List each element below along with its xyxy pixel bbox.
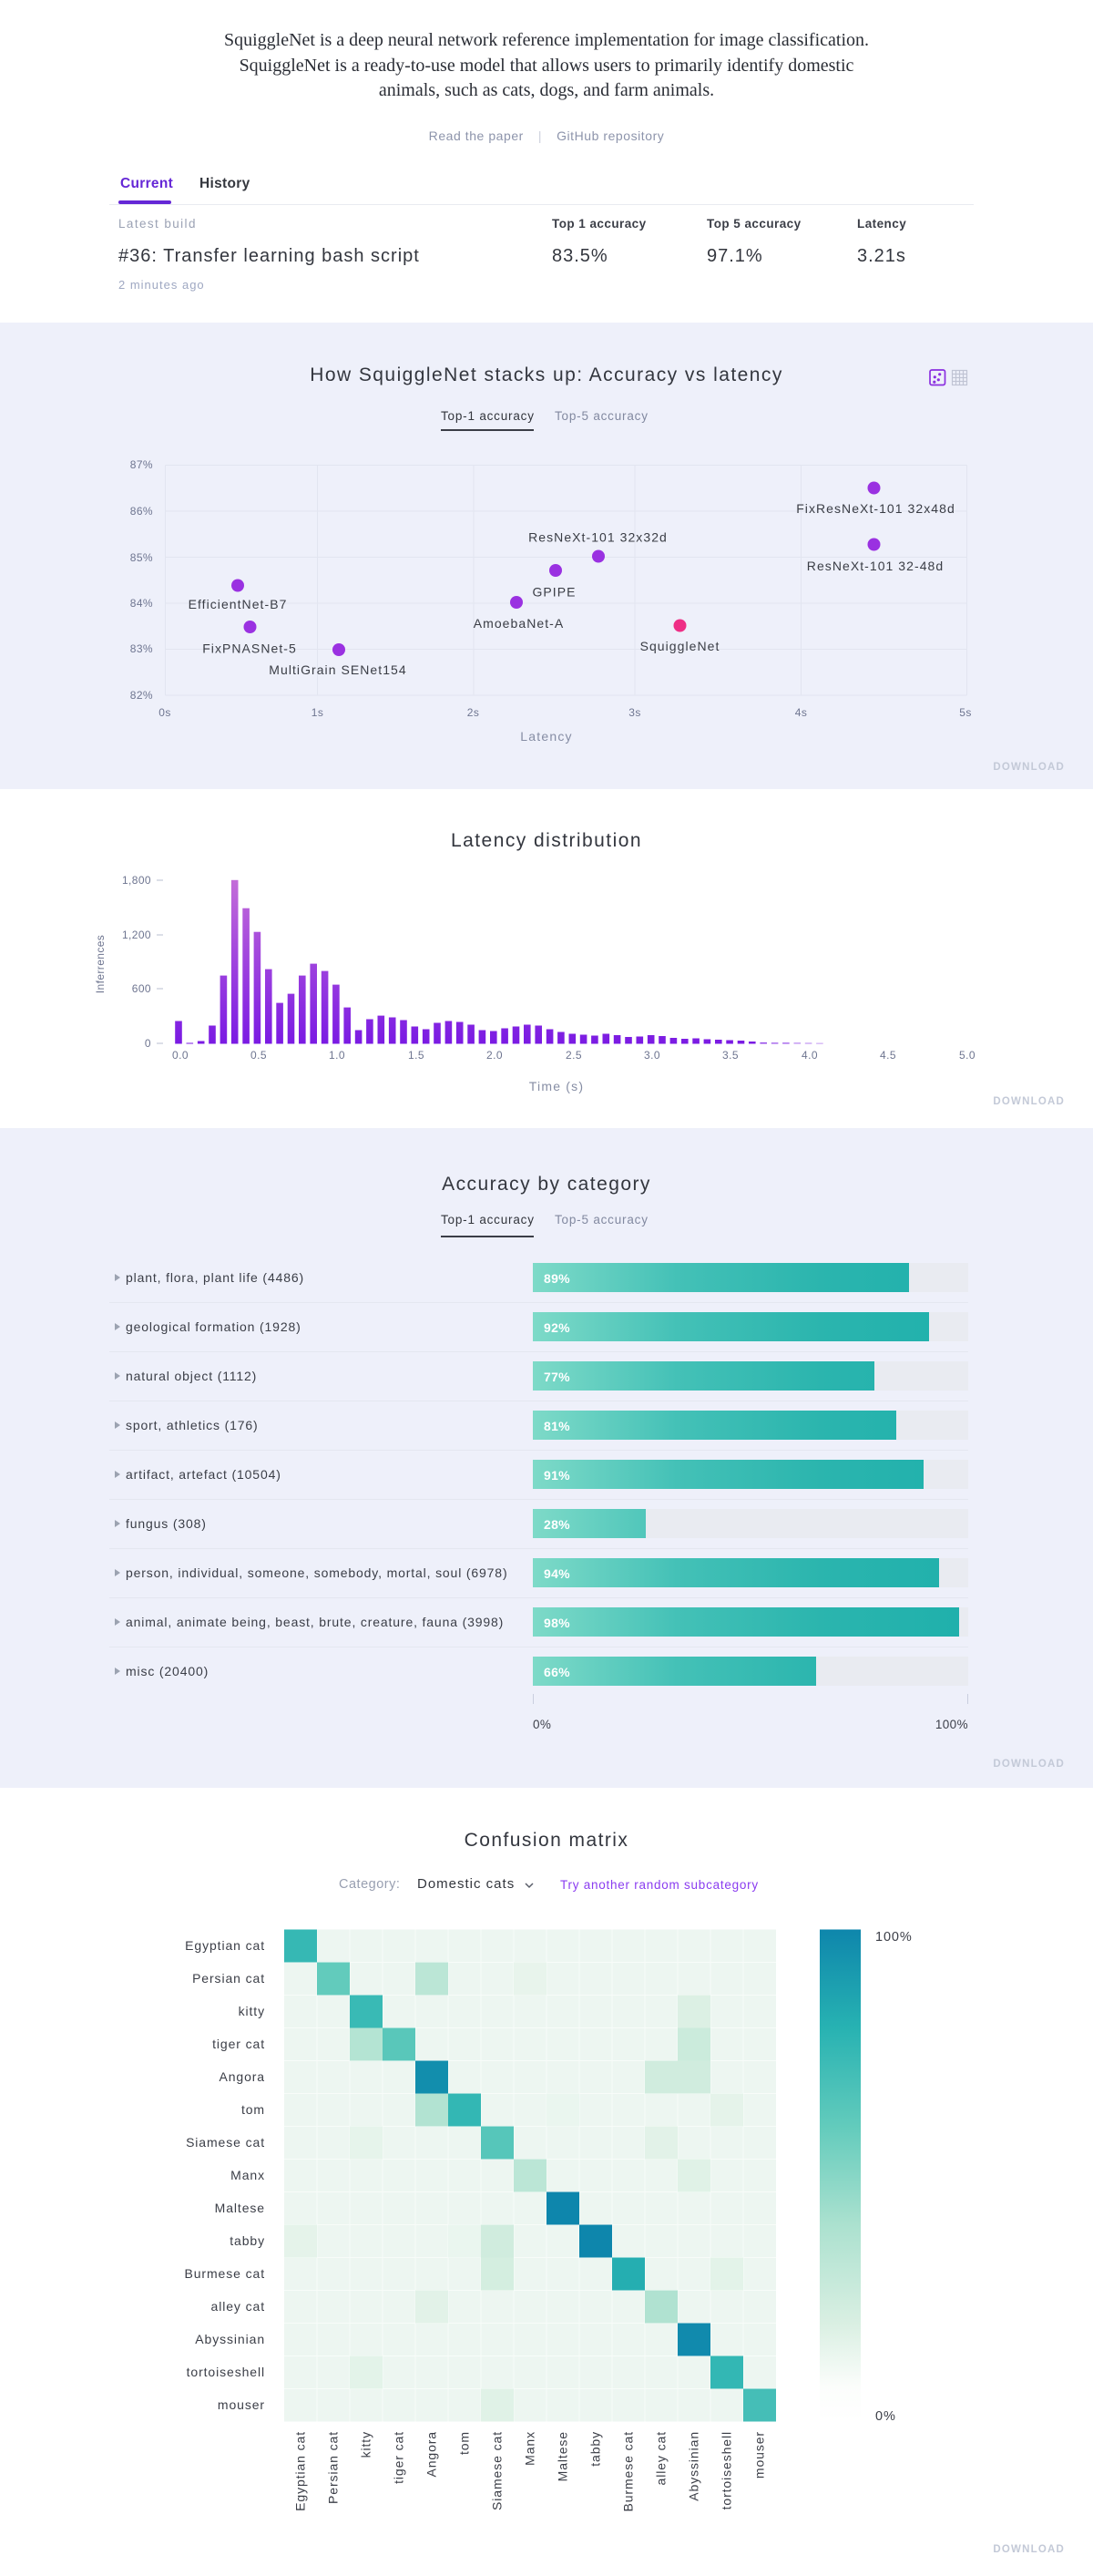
svg-text:3.5: 3.5 [722,1049,739,1062]
svg-text:ResNeXt-101 32x32d: ResNeXt-101 32x32d [528,530,668,545]
svg-text:AmoebaNet-A: AmoebaNet-A [474,616,564,631]
svg-text:tortoiseshell: tortoiseshell [187,2365,265,2379]
svg-text:Siamese cat: Siamese cat [186,2135,265,2150]
svg-text:mouser: mouser [218,2397,265,2412]
svg-text:2.0: 2.0 [486,1049,503,1062]
svg-text:0s: 0s [158,706,170,719]
svg-text:kitty: kitty [239,2004,265,2018]
svg-text:alley cat: alley cat [654,2431,669,2485]
svg-text:FixPNASNet-5: FixPNASNet-5 [202,641,297,656]
svg-text:2.5: 2.5 [566,1049,582,1062]
svg-text:5s: 5s [959,706,971,719]
svg-text:tortoiseshell: tortoiseshell [720,2431,734,2509]
svg-text:86%: 86% [130,505,153,518]
svg-text:tabby: tabby [588,2431,603,2467]
svg-text:Siamese cat: Siamese cat [490,2431,505,2510]
svg-text:Abyssinian: Abyssinian [195,2332,265,2346]
svg-text:Burmese cat: Burmese cat [621,2431,636,2512]
svg-text:GPIPE: GPIPE [532,585,576,600]
svg-text:FixResNeXt-101 32x48d: FixResNeXt-101 32x48d [796,501,955,516]
svg-text:SquiggleNet: SquiggleNet [640,639,720,653]
svg-text:kitty: kitty [359,2431,373,2458]
svg-text:84%: 84% [130,597,153,610]
svg-text:100%: 100% [875,1930,913,1945]
svg-text:0.5: 0.5 [250,1049,267,1062]
svg-text:Egyptian cat: Egyptian cat [185,1938,265,1953]
svg-text:82%: 82% [130,689,153,702]
svg-text:4.0: 4.0 [802,1049,818,1062]
svg-text:4s: 4s [795,706,807,719]
svg-text:Angora: Angora [219,2069,265,2084]
svg-text:Maltese: Maltese [215,2201,265,2215]
svg-text:600: 600 [132,982,151,995]
svg-text:tabby: tabby [230,2233,265,2248]
svg-text:2s: 2s [467,706,479,719]
svg-text:Maltese: Maltese [556,2431,570,2481]
svg-text:tiger cat: tiger cat [212,2037,265,2051]
svg-text:ResNeXt-101 32-48d: ResNeXt-101 32-48d [807,559,944,573]
svg-text:Abyssinian: Abyssinian [687,2431,701,2501]
svg-text:87%: 87% [130,458,153,471]
svg-text:mouser: mouser [752,2431,767,2479]
svg-text:Manx: Manx [230,2168,265,2182]
svg-text:Egyptian cat: Egyptian cat [293,2431,308,2511]
svg-text:4.5: 4.5 [880,1049,896,1062]
svg-text:1.0: 1.0 [329,1049,345,1062]
svg-text:Persian cat: Persian cat [192,1971,265,1986]
svg-text:MultiGrain SENet154: MultiGrain SENet154 [269,662,406,677]
svg-text:1s: 1s [312,706,323,719]
svg-text:1,800: 1,800 [122,874,151,887]
svg-text:Manx: Manx [523,2431,537,2466]
svg-text:tom: tom [457,2431,472,2455]
svg-text:alley cat: alley cat [211,2299,265,2314]
svg-text:3s: 3s [628,706,640,719]
svg-text:tom: tom [241,2102,265,2117]
svg-text:Angora: Angora [424,2431,439,2478]
svg-text:Burmese cat: Burmese cat [185,2266,266,2281]
svg-text:1.5: 1.5 [408,1049,424,1062]
svg-text:3.0: 3.0 [644,1049,660,1062]
svg-text:Persian cat: Persian cat [326,2431,341,2504]
svg-text:5.0: 5.0 [959,1049,976,1062]
svg-text:0.0: 0.0 [172,1049,189,1062]
svg-text:1,200: 1,200 [122,929,151,941]
svg-text:0%: 0% [875,2409,896,2424]
svg-text:83%: 83% [130,642,153,655]
svg-text:Inferrences: Inferrences [94,935,107,993]
svg-text:EfficientNet-B7: EfficientNet-B7 [189,597,288,611]
svg-text:0: 0 [145,1037,151,1050]
svg-text:tiger cat: tiger cat [392,2431,406,2484]
svg-text:85%: 85% [130,551,153,564]
